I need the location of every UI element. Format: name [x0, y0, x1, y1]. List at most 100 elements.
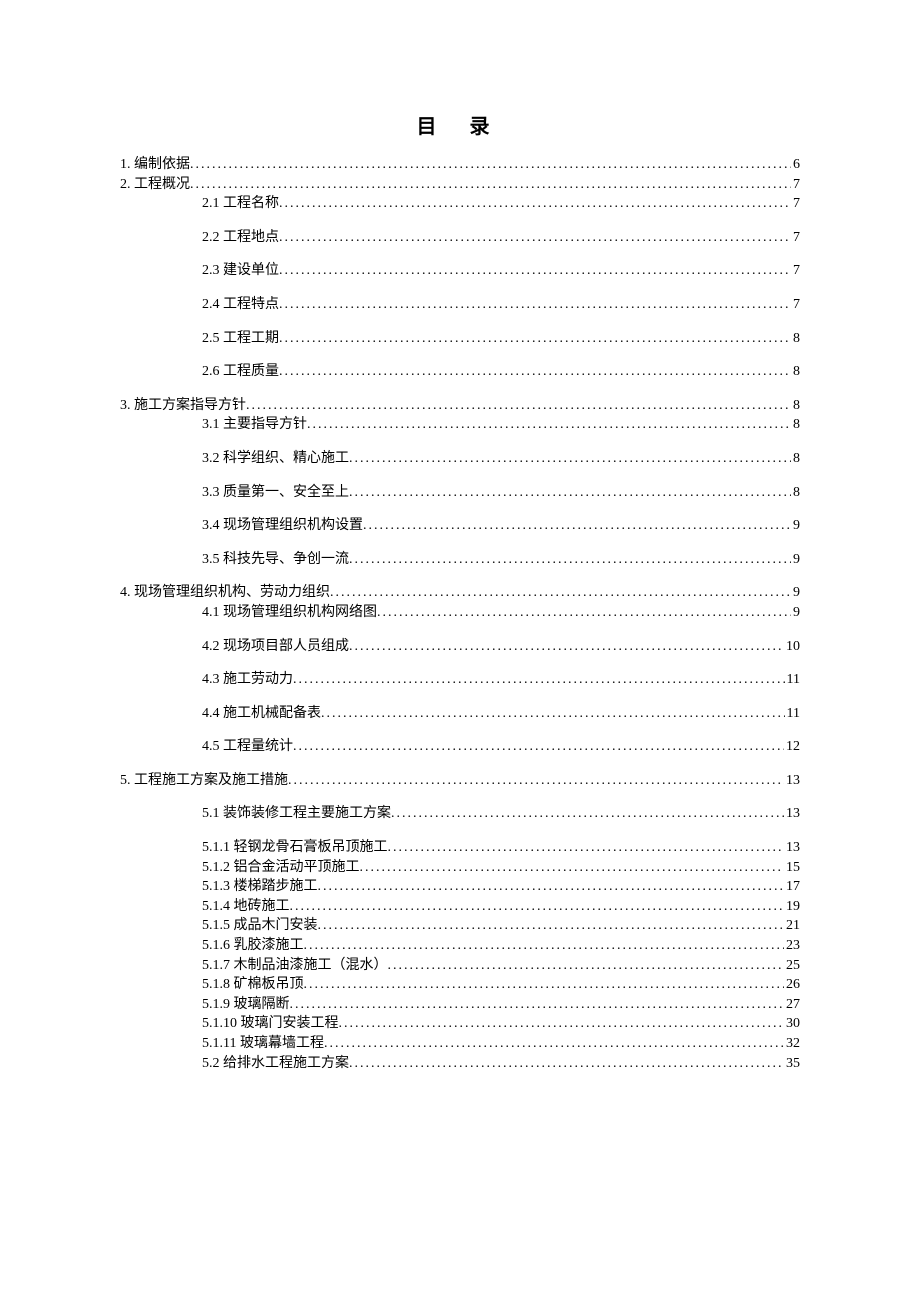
toc-entry: 1. 编制依据 6 — [120, 155, 800, 175]
toc-leader-dots — [190, 175, 791, 195]
toc-leader-dots — [318, 877, 785, 897]
toc-entry: 2.2 工程地点 7 — [202, 228, 800, 248]
toc-entry-label: 2. 工程概况 — [120, 175, 190, 195]
toc-entry: 4.5 工程量统计12 — [202, 737, 800, 757]
toc-gap — [120, 536, 800, 550]
toc-entry-label: 4.4 施工机械配备表 — [202, 704, 321, 724]
toc-entry: 5.1.1 轻钢龙骨石膏板吊顶施工 13 — [202, 838, 800, 858]
toc-entry: 2.6 工程质量8 — [202, 362, 800, 382]
toc-leader-dots — [279, 228, 791, 248]
toc-entry-label: 4.5 工程量统计 — [202, 737, 293, 757]
toc-entry: 5.1.3 楼梯踏步施工17 — [202, 877, 800, 897]
toc-entry-page: 13 — [784, 838, 800, 858]
toc-entry: 4. 现场管理组织机构、劳动力组织 9 — [120, 583, 800, 603]
toc-leader-dots — [349, 449, 791, 469]
toc-leader-dots — [321, 704, 785, 724]
toc-gap — [120, 382, 800, 396]
toc-entry-label: 5.1.8 矿棉板吊顶 — [202, 975, 304, 995]
toc-leader-dots — [388, 956, 785, 976]
toc-entry-page: 19 — [784, 897, 800, 917]
toc-entry-label: 3.5 科技先导、争创一流 — [202, 550, 349, 570]
toc-entry-label: 5.1.6 乳胶漆施工 — [202, 936, 304, 956]
toc-entry-page: 6 — [791, 155, 800, 175]
toc-entry-page: 7 — [791, 228, 800, 248]
toc-leader-dots — [279, 362, 791, 382]
toc-entry-page: 27 — [784, 995, 800, 1015]
toc-entry: 5. 工程施工方案及施工措施13 — [120, 771, 800, 791]
toc-entry-label: 5.1.7 木制品油漆施工（混水） — [202, 956, 388, 976]
toc-leader-dots — [360, 858, 785, 878]
toc-entry: 3.5 科技先导、争创一流9 — [202, 550, 800, 570]
toc-entry-label: 5.1.10 玻璃门安装工程 — [202, 1014, 339, 1034]
toc-gap — [120, 690, 800, 704]
toc-leader-dots — [246, 396, 791, 416]
toc-entry-label: 5.1.9 玻璃隔断 — [202, 995, 290, 1015]
toc-entry-label: 2.3 建设单位 — [202, 261, 279, 281]
toc-leader-dots — [290, 897, 785, 917]
toc-entry-label: 4.2 现场项目部人员组成 — [202, 637, 349, 657]
toc-entry-page: 23 — [784, 936, 800, 956]
toc-entry-page: 26 — [784, 975, 800, 995]
toc-leader-dots — [349, 550, 791, 570]
toc-entry: 4.2 现场项目部人员组成10 — [202, 637, 800, 657]
toc-entry-page: 8 — [791, 449, 800, 469]
toc-entry: 4.1 现场管理组织机构网络图9 — [202, 603, 800, 623]
toc-leader-dots — [324, 1034, 784, 1054]
toc-gap — [120, 348, 800, 362]
toc-entry-page: 9 — [791, 583, 800, 603]
toc-entry-label: 5.1.4 地砖施工 — [202, 897, 290, 917]
toc-entry: 3.3 质量第一、安全至上8 — [202, 483, 800, 503]
toc-leader-dots — [339, 1014, 785, 1034]
toc-entry-label: 5.1 装饰装修工程主要施工方案 — [202, 804, 391, 824]
toc-entry-page: 32 — [784, 1034, 800, 1054]
toc-entry-page: 7 — [791, 295, 800, 315]
toc-entry-label: 3. 施工方案指导方针 — [120, 396, 246, 416]
toc-leader-dots — [304, 975, 785, 995]
toc-entry-page: 8 — [791, 396, 800, 416]
toc-entry: 2. 工程概况7 — [120, 175, 800, 195]
table-of-contents: 1. 编制依据62. 工程概况72.1 工程名称72.2 工程地点72.3 建设… — [120, 155, 800, 1073]
toc-gap — [120, 790, 800, 804]
toc-leader-dots — [293, 737, 784, 757]
toc-entry-label: 3.3 质量第一、安全至上 — [202, 483, 349, 503]
toc-entry-page: 15 — [784, 858, 800, 878]
toc-entry: 5.1.4 地砖施工 19 — [202, 897, 800, 917]
toc-leader-dots — [279, 295, 791, 315]
toc-entry: 3.2 科学组织、精心施工 8 — [202, 449, 800, 469]
toc-leader-dots — [330, 583, 791, 603]
toc-entry-page: 13 — [784, 804, 800, 824]
toc-leader-dots — [349, 637, 784, 657]
toc-leader-dots — [307, 415, 791, 435]
toc-leader-dots — [279, 329, 791, 349]
toc-entry-label: 5.1.2 铝合金活动平顶施工 — [202, 858, 360, 878]
toc-entry-label: 4.3 施工劳动力 — [202, 670, 293, 690]
toc-gap — [120, 281, 800, 295]
toc-entry-page: 9 — [791, 603, 800, 623]
toc-entry: 5.1.11 玻璃幕墙工程32 — [202, 1034, 800, 1054]
toc-entry: 2.4 工程特点7 — [202, 295, 800, 315]
toc-entry: 4.4 施工机械配备表11 — [202, 704, 800, 724]
toc-entry-label: 2.1 工程名称 — [202, 194, 279, 214]
toc-leader-dots — [349, 483, 791, 503]
toc-entry-page: 21 — [784, 916, 800, 936]
toc-entry-label: 1. 编制依据 — [120, 155, 190, 175]
toc-entry: 2.1 工程名称 7 — [202, 194, 800, 214]
toc-leader-dots — [349, 1054, 784, 1074]
toc-entry-page: 30 — [784, 1014, 800, 1034]
toc-leader-dots — [293, 670, 785, 690]
toc-entry-label: 3.2 科学组织、精心施工 — [202, 449, 349, 469]
toc-entry-page: 7 — [791, 194, 800, 214]
toc-entry-page: 17 — [784, 877, 800, 897]
toc-entry: 5.1.2 铝合金活动平顶施工 15 — [202, 858, 800, 878]
toc-leader-dots — [391, 804, 784, 824]
toc-entry: 5.1.9 玻璃隔断 27 — [202, 995, 800, 1015]
toc-entry-label: 2.2 工程地点 — [202, 228, 279, 248]
toc-entry: 5.1 装饰装修工程主要施工方案 13 — [202, 804, 800, 824]
toc-gap — [120, 757, 800, 771]
toc-entry-label: 3.1 主要指导方针 — [202, 415, 307, 435]
toc-entry-label: 5.1.1 轻钢龙骨石膏板吊顶施工 — [202, 838, 388, 858]
toc-entry-label: 4. 现场管理组织机构、劳动力组织 — [120, 583, 330, 603]
toc-gap — [120, 315, 800, 329]
toc-leader-dots — [318, 916, 785, 936]
toc-gap — [120, 723, 800, 737]
